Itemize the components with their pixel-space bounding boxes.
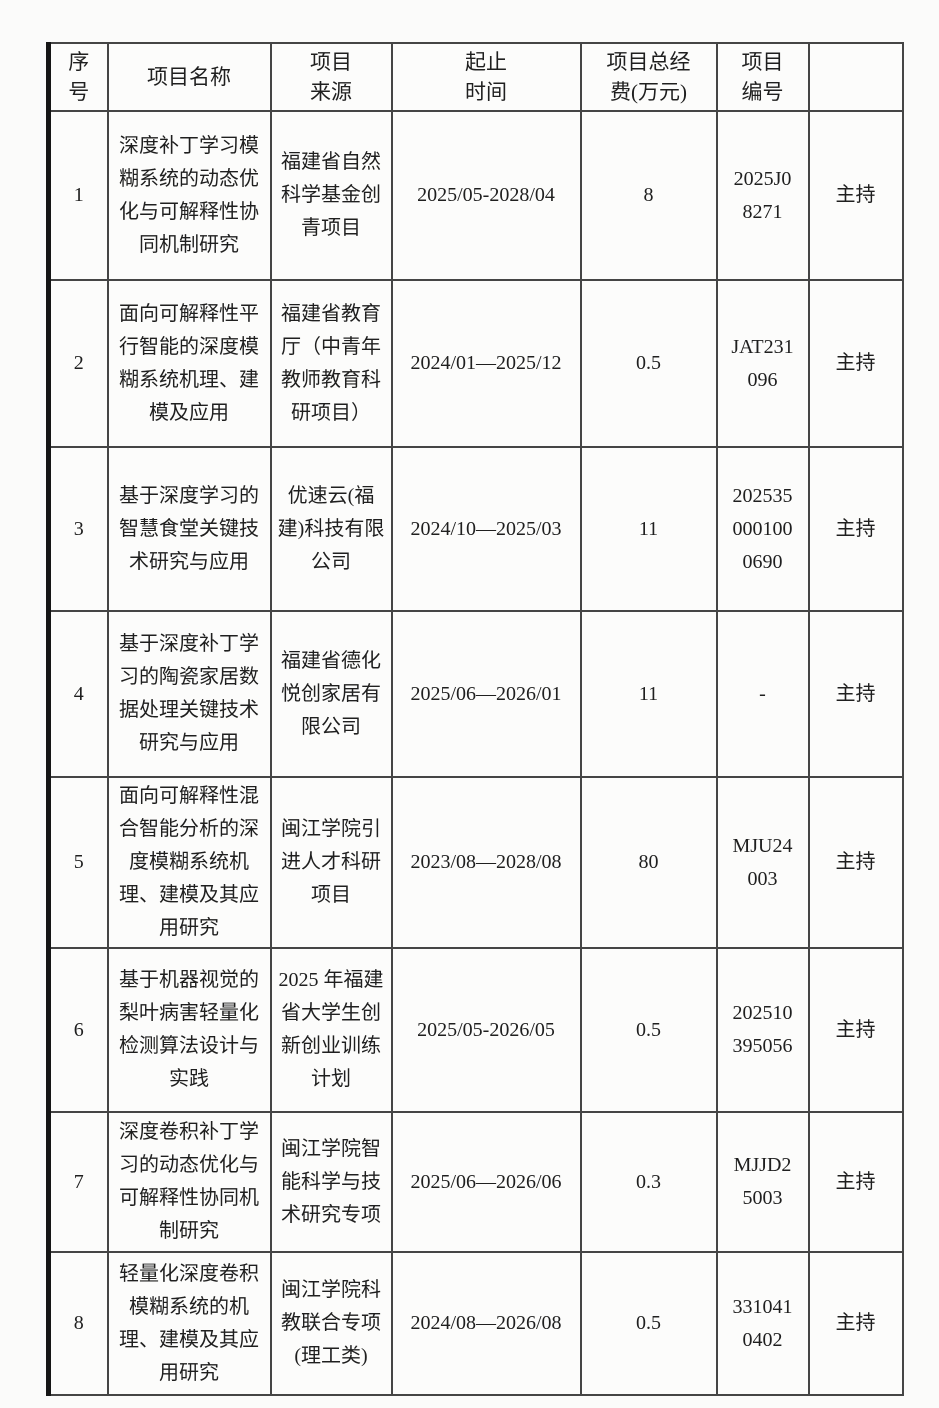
cell-total-funding: 8: [579, 110, 718, 281]
header-serial-number: 序 号: [47, 42, 109, 112]
cell-project-source: 福建省德化悦创家居有限公司: [269, 610, 393, 778]
table-row: 5 面向可解释性混合智能分析的深度模糊系统机理、建模及其应用研究 闽江学院引进人…: [47, 776, 904, 949]
cell-project-source: 2025 年福建省大学生创新创业训练计划: [269, 947, 393, 1113]
cell-project-code: -: [715, 610, 810, 778]
cell-role: 主持: [807, 947, 904, 1113]
cell-serial-number: 2: [47, 279, 109, 448]
cell-project-name: 基于深度学习的智慧食堂关键技术研究与应用: [106, 446, 272, 612]
cell-date-range: 2025/06—2026/06: [390, 1111, 582, 1253]
cell-date-range: 2024/01—2025/12: [390, 279, 582, 448]
cell-total-funding: 0.5: [579, 947, 718, 1113]
cell-date-range: 2024/10—2025/03: [390, 446, 582, 612]
cell-project-source: 闽江学院科教联合专项(理工类): [269, 1251, 393, 1396]
cell-serial-number: 5: [47, 776, 109, 949]
cell-role: 主持: [807, 610, 904, 778]
cell-total-funding: 0.3: [579, 1111, 718, 1253]
cell-project-name: 深度卷积补丁学习的动态优化与可解释性协同机制研究: [106, 1111, 272, 1253]
cell-serial-number: 8: [47, 1251, 109, 1396]
header-project-code: 项目 编号: [715, 42, 810, 112]
cell-project-code: MJU24 003: [715, 776, 810, 949]
cell-serial-number: 4: [47, 610, 109, 778]
cell-total-funding: 11: [579, 610, 718, 778]
cell-role: 主持: [807, 279, 904, 448]
header-project-source: 项目 来源: [269, 42, 393, 112]
header-role: [807, 42, 904, 112]
cell-project-name: 轻量化深度卷积模糊系统的机理、建模及其应用研究: [106, 1251, 272, 1396]
projects-table: 序 号 项目名称 项目 来源 起止 时间 项目总经 费(万元) 项目 编号 1 …: [46, 42, 904, 1396]
cell-project-code: 202510 395056: [715, 947, 810, 1113]
cell-total-funding: 11: [579, 446, 718, 612]
cell-project-name: 面向可解释性混合智能分析的深度模糊系统机理、建模及其应用研究: [106, 776, 272, 949]
cell-role: 主持: [807, 1111, 904, 1253]
header-date-range: 起止 时间: [390, 42, 582, 112]
cell-project-source: 优速云(福建)科技有限公司: [269, 446, 393, 612]
cell-project-name: 基于深度补丁学习的陶瓷家居数据处理关键技术研究与应用: [106, 610, 272, 778]
cell-project-code: 331041 0402: [715, 1251, 810, 1396]
cell-date-range: 2025/05-2026/05: [390, 947, 582, 1113]
cell-project-source: 闽江学院智能科学与技术研究专项: [269, 1111, 393, 1253]
cell-role: 主持: [807, 446, 904, 612]
table-row: 6 基于机器视觉的梨叶病害轻量化检测算法设计与实践 2025 年福建省大学生创新…: [47, 947, 904, 1113]
cell-date-range: 2023/08—2028/08: [390, 776, 582, 949]
cell-date-range: 2025/05-2028/04: [390, 110, 582, 281]
header-total-funding: 项目总经 费(万元): [579, 42, 718, 112]
cell-project-code: 202535 000100 0690: [715, 446, 810, 612]
table-row: 3 基于深度学习的智慧食堂关键技术研究与应用 优速云(福建)科技有限公司 202…: [47, 446, 904, 612]
cell-total-funding: 0.5: [579, 279, 718, 448]
cell-serial-number: 1: [47, 110, 109, 281]
header-project-name: 项目名称: [106, 42, 272, 112]
cell-project-code: JAT231 096: [715, 279, 810, 448]
cell-project-name: 基于机器视觉的梨叶病害轻量化检测算法设计与实践: [106, 947, 272, 1113]
cell-role: 主持: [807, 110, 904, 281]
table-row: 7 深度卷积补丁学习的动态优化与可解释性协同机制研究 闽江学院智能科学与技术研究…: [47, 1111, 904, 1253]
cell-project-source: 福建省自然科学基金创青项目: [269, 110, 393, 281]
cell-project-code: MJJD2 5003: [715, 1111, 810, 1253]
cell-serial-number: 7: [47, 1111, 109, 1253]
cell-role: 主持: [807, 776, 904, 949]
cell-project-source: 福建省教育厅（中青年教师教育科研项目）: [269, 279, 393, 448]
cell-total-funding: 0.5: [579, 1251, 718, 1396]
cell-date-range: 2025/06—2026/01: [390, 610, 582, 778]
header-row: 序 号 项目名称 项目 来源 起止 时间 项目总经 费(万元) 项目 编号: [47, 42, 904, 112]
table-row: 2 面向可解释性平行智能的深度模糊系统机理、建模及应用 福建省教育厅（中青年教师…: [47, 279, 904, 448]
cell-role: 主持: [807, 1251, 904, 1396]
table-row: 8 轻量化深度卷积模糊系统的机理、建模及其应用研究 闽江学院科教联合专项(理工类…: [47, 1251, 904, 1396]
cell-total-funding: 80: [579, 776, 718, 949]
table-row: 4 基于深度补丁学习的陶瓷家居数据处理关键技术研究与应用 福建省德化悦创家居有限…: [47, 610, 904, 778]
cell-date-range: 2024/08—2026/08: [390, 1251, 582, 1396]
cell-project-source: 闽江学院引进人才科研项目: [269, 776, 393, 949]
cell-serial-number: 3: [47, 446, 109, 612]
cell-project-name: 深度补丁学习模糊系统的动态优化与可解释性协同机制研究: [106, 110, 272, 281]
cell-project-name: 面向可解释性平行智能的深度模糊系统机理、建模及应用: [106, 279, 272, 448]
table-row: 1 深度补丁学习模糊系统的动态优化与可解释性协同机制研究 福建省自然科学基金创青…: [47, 110, 904, 281]
cell-project-code: 2025J0 8271: [715, 110, 810, 281]
cell-serial-number: 6: [47, 947, 109, 1113]
